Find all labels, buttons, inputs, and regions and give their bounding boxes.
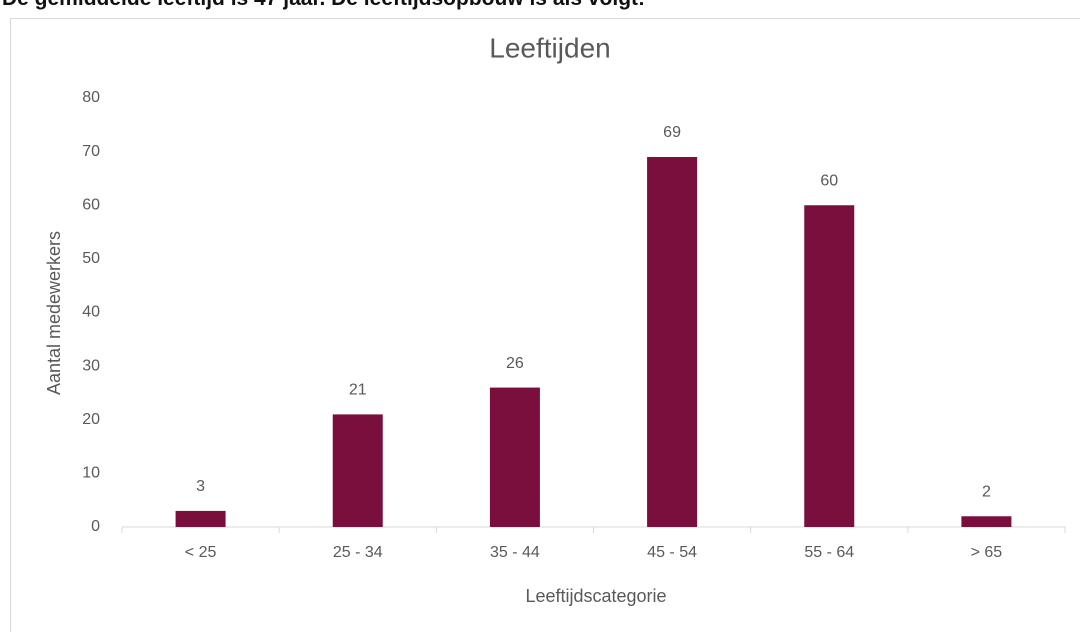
x-tick-label: < 25 <box>185 544 217 561</box>
data-label: 3 <box>196 478 205 495</box>
x-tick-label: 55 - 64 <box>804 544 854 561</box>
y-tick-label: 10 <box>82 465 100 482</box>
data-label: 26 <box>506 355 524 372</box>
y-tick-label: 0 <box>91 518 100 535</box>
x-axis-title: Leeftijdscategorie <box>525 586 666 606</box>
chart-frame <box>10 18 1080 632</box>
bar <box>489 387 540 527</box>
y-tick-label: 80 <box>82 89 100 106</box>
y-tick-label: 70 <box>82 143 100 160</box>
x-tick-label: 45 - 54 <box>647 544 697 561</box>
bar <box>804 205 855 527</box>
y-tick-label: 50 <box>82 250 100 267</box>
bar <box>332 414 383 527</box>
x-tick-label: 25 - 34 <box>333 544 383 561</box>
bar <box>961 516 1012 527</box>
y-axis-title: Aantal medewerkers <box>44 231 64 395</box>
bar <box>647 156 698 528</box>
chart-title: Leeftijden <box>489 32 610 63</box>
x-tick-label: > 65 <box>971 544 1003 561</box>
y-tick-label: 40 <box>82 304 100 321</box>
y-tick-label: 30 <box>82 357 100 374</box>
bar <box>175 510 226 527</box>
x-tick-label: 35 - 44 <box>490 544 540 561</box>
data-label: 2 <box>982 483 991 500</box>
data-label: 69 <box>663 124 681 141</box>
y-tick-label: 60 <box>82 196 100 213</box>
y-tick-label: 20 <box>82 411 100 428</box>
data-label: 21 <box>349 382 367 399</box>
data-label: 60 <box>820 172 838 189</box>
intro-text: De gemiddelde leeftijd is 47 jaar. De le… <box>2 0 645 11</box>
